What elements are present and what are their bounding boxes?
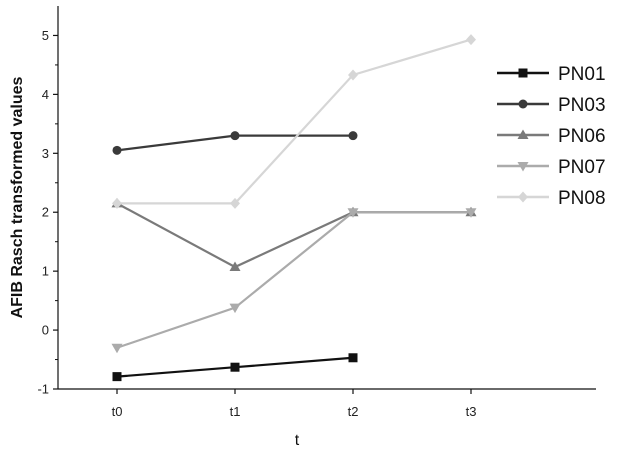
legend-marker (518, 68, 528, 78)
legend-marker (517, 129, 529, 139)
series-line (116, 211, 471, 349)
x-axis-title: t (295, 432, 300, 449)
data-point (230, 197, 240, 209)
legend-marker (517, 162, 529, 172)
y-tick-label: 1 (42, 264, 49, 279)
legend-item: PN06 (497, 126, 606, 147)
legend-label: PN01 (558, 64, 606, 85)
y-ticks: -1 0 1 2 3 4 5 (37, 28, 58, 397)
legend-item: PN01 (497, 64, 606, 85)
data-point (348, 69, 358, 81)
data-point (348, 353, 358, 363)
series-line (117, 38, 472, 205)
legend-item: PN03 (497, 95, 606, 116)
data-point (347, 208, 359, 218)
x-tick-label: t3 (466, 404, 477, 419)
y-tick-label: 5 (42, 28, 49, 43)
y-tick-label: -1 (37, 382, 49, 397)
x-tick-label: t0 (112, 404, 123, 419)
data-point (112, 145, 122, 155)
data-point (229, 303, 241, 314)
legend-item: PN07 (497, 157, 606, 178)
y-axis-title: AFIB Rasch transformed values (9, 76, 26, 318)
legend-item: PN08 (497, 188, 606, 209)
x-tick-label: t1 (230, 404, 241, 419)
data-point (465, 208, 477, 218)
y-tick-label: 3 (42, 146, 49, 161)
data-point (112, 197, 122, 209)
data-point (111, 343, 123, 354)
y-tick-label: 2 (42, 205, 49, 220)
data-point (466, 34, 476, 46)
data-point (229, 261, 241, 272)
legend: PN01 PN03 PN06 PN07 PN08 (497, 64, 606, 209)
legend-label: PN08 (558, 188, 606, 209)
data-point (348, 131, 358, 141)
series-pn08 (112, 34, 476, 209)
legend-label: PN03 (558, 95, 606, 116)
series-pn07 (111, 208, 477, 354)
legend-marker (518, 191, 528, 203)
y-tick-label: 0 (42, 323, 49, 338)
plot-area (111, 34, 477, 382)
data-point (112, 372, 122, 382)
y-tick-label: 4 (42, 87, 49, 102)
x-tick-label: t2 (348, 404, 359, 419)
axes (57, 6, 596, 390)
data-point (230, 131, 240, 141)
x-ticks: t0 t1 t2 t3 (112, 389, 477, 419)
legend-marker (518, 99, 528, 109)
data-point (230, 362, 240, 372)
legend-label: PN06 (558, 126, 606, 147)
series-pn01 (112, 353, 358, 382)
legend-label: PN07 (558, 157, 606, 178)
series-pn03 (112, 131, 358, 155)
